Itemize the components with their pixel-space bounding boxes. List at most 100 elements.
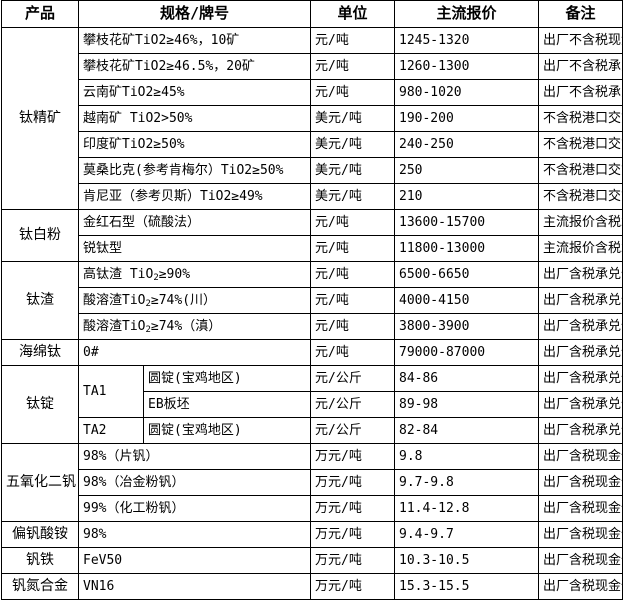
spec-text-post: ≥74%（滇） <box>150 318 222 334</box>
spec-cell: 肯尼亚（参考贝斯）TiO2≥49% <box>78 183 311 210</box>
price-cell: 13600-15700 <box>394 209 539 236</box>
remark-cell: 出厂含税承兑价 <box>538 417 623 444</box>
spec-subscript: 2 <box>153 272 159 283</box>
price-cell: 9.7-9.8 <box>394 469 539 496</box>
spec-cell: 印度矿TiO2≥50% <box>78 131 311 158</box>
remark-cell: 出厂含税承兑价 <box>538 365 623 392</box>
product-name-cell: 钒氮合金 <box>1 573 79 600</box>
price-cell: 210 <box>394 183 539 210</box>
spec-cell: 98%（片钒） <box>78 443 311 470</box>
remark-cell: 不含税港口交货 <box>538 105 623 132</box>
spec-cell: 99%（化工粉钒） <box>78 495 311 522</box>
unit-cell: 美元/吨 <box>310 157 395 184</box>
product-name-cell: 钛锭 <box>1 365 79 444</box>
table-row: 肯尼亚（参考贝斯）TiO2≥49%美元/吨210不含税港口交货 <box>2 183 623 210</box>
spec-subscript: 2 <box>145 324 151 335</box>
spec-cell: 高钛渣 TiO2≥90% <box>78 261 311 288</box>
spec-cell: 越南矿 TiO2>50% <box>78 105 311 132</box>
unit-cell: 元/吨 <box>310 209 395 236</box>
price-cell: 84-86 <box>394 365 539 392</box>
product-name-cell: 钛精矿 <box>1 27 79 210</box>
price-cell: 15.3-15.5 <box>394 573 539 600</box>
spec-cell: 圆锭(宝鸡地区) <box>143 417 311 444</box>
price-cell: 240-250 <box>394 131 539 158</box>
remark-cell: 出厂含税承兑价 <box>538 261 623 288</box>
remark-cell: 出厂不含税承兑价 <box>538 53 623 80</box>
remark-cell: 出厂含税现金价 <box>538 521 623 548</box>
spec-text-post: ≥90% <box>158 266 191 282</box>
price-cell: 980-1020 <box>394 79 539 106</box>
spec-cell: 金红石型（硫酸法） <box>78 209 311 236</box>
spec-cell: 酸溶渣TiO2≥74%(川） <box>78 287 311 314</box>
spec-cell: 攀枝花矿TiO2≥46%，10矿 <box>78 27 311 54</box>
unit-cell: 元/公斤 <box>310 365 395 392</box>
spec-cell: 98%（冶金粉钒） <box>78 469 311 496</box>
remark-cell: 不含税港口交货 <box>538 131 623 158</box>
remark-cell: 出厂不含税现金价 <box>538 27 623 54</box>
unit-cell: 万元/吨 <box>310 521 395 548</box>
header-cell-unit: 单位 <box>310 0 395 28</box>
spec-text-pre: 酸溶渣TiO <box>83 292 146 308</box>
spec-cell: 圆锭(宝鸡地区) <box>143 365 311 392</box>
spec-cell: 酸溶渣TiO2≥74%（滇） <box>78 313 311 340</box>
unit-cell: 万元/吨 <box>310 495 395 522</box>
grade-cell: TA1 <box>78 365 144 418</box>
product-name-cell: 偏钒酸铵 <box>1 521 79 548</box>
header-cell-spec: 规格/牌号 <box>78 0 311 28</box>
unit-cell: 元/吨 <box>310 53 395 80</box>
spec-cell: 锐钛型 <box>78 235 311 262</box>
product-name-cell: 钛渣 <box>1 261 79 340</box>
remark-cell: 出厂不含税承兑价 <box>538 79 623 106</box>
remark-cell: 出厂含税现金价 <box>538 495 623 522</box>
price-cell: 1245-1320 <box>394 27 539 54</box>
product-name-cell: 海绵钛 <box>1 339 79 366</box>
remark-cell: 出厂含税现金价 <box>538 547 623 574</box>
price-cell: 89-98 <box>394 391 539 418</box>
unit-cell: 元/吨 <box>310 79 395 106</box>
unit-cell: 万元/吨 <box>310 443 395 470</box>
spec-cell: VN16 <box>78 573 311 600</box>
spec-cell: FeV50 <box>78 547 311 574</box>
price-cell: 82-84 <box>394 417 539 444</box>
spec-text-pre: 酸溶渣TiO <box>83 318 146 334</box>
spec-cell: 莫桑比克(参考肯梅尔）TiO2≥50% <box>78 157 311 184</box>
price-cell: 79000-87000 <box>394 339 539 366</box>
price-cell: 11.4-12.8 <box>394 495 539 522</box>
unit-cell: 万元/吨 <box>310 573 395 600</box>
unit-cell: 元/公斤 <box>310 391 395 418</box>
product-name-cell: 钛白粉 <box>1 209 79 262</box>
table-header-row: 产品 规格/牌号 单位 主流报价 备注 <box>1 0 623 28</box>
remark-cell: 出厂含税现金价 <box>538 469 623 496</box>
remark-cell: 出厂含税现金价 <box>538 443 623 470</box>
unit-cell: 元/吨 <box>310 313 395 340</box>
remark-cell: 主流报价含税承兑 <box>538 235 623 262</box>
grade-cell: TA2 <box>78 417 144 444</box>
remark-cell: 出厂含税承兑价 <box>538 287 623 314</box>
remark-cell: 不含税港口交货 <box>538 157 623 184</box>
product-name-cell: 钒铁 <box>1 547 79 574</box>
remark-cell: 不含税港口交货 <box>538 183 623 210</box>
spec-text-pre: 高钛渣 TiO <box>83 266 154 282</box>
header-cell-product: 产品 <box>1 0 79 28</box>
remark-cell: 出厂含税承兑价 <box>538 313 623 340</box>
table-row: 99%（化工粉钒）万元/吨11.4-12.8出厂含税现金价 <box>2 495 623 522</box>
spec-text-post: ≥74%(川） <box>150 292 217 308</box>
unit-cell: 元/吨 <box>310 235 395 262</box>
unit-cell: 美元/吨 <box>310 183 395 210</box>
unit-cell: 元/吨 <box>310 339 395 366</box>
unit-cell: 美元/吨 <box>310 131 395 158</box>
price-cell: 10.3-10.5 <box>394 547 539 574</box>
